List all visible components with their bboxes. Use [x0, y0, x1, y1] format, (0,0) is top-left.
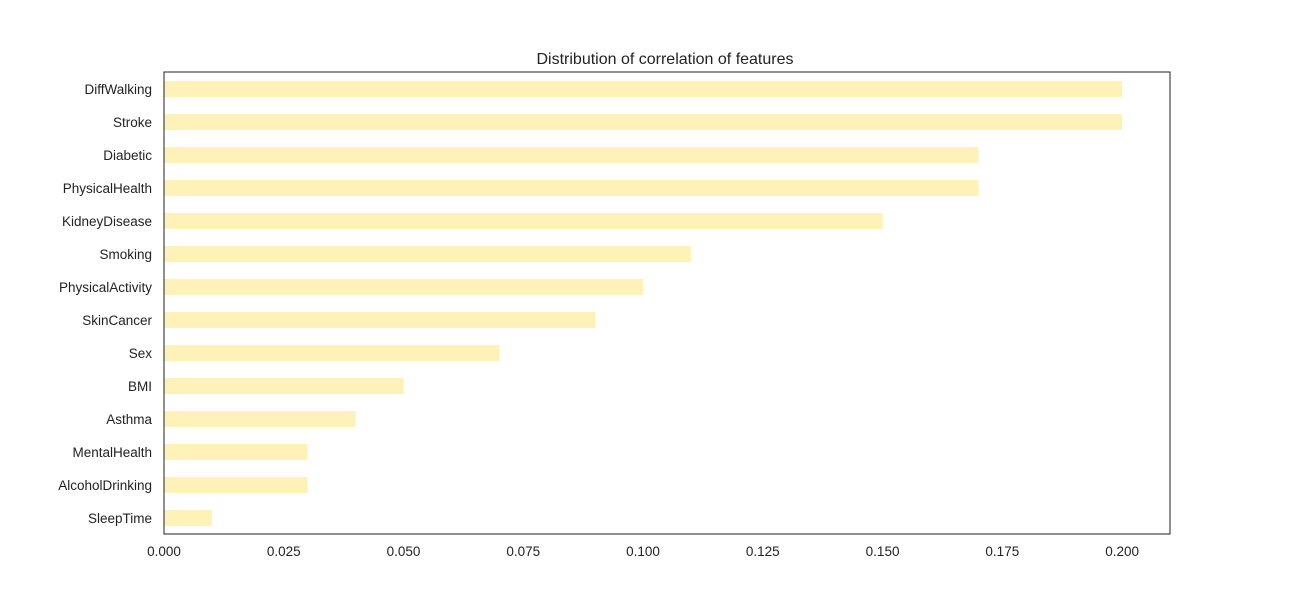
bar-smoking	[164, 246, 691, 262]
category-label-asthma: Asthma	[106, 412, 152, 427]
bar-diffwalking	[164, 81, 1123, 97]
x-tick-label: 0.000	[147, 544, 181, 559]
bar-sex	[164, 345, 500, 361]
category-label-physicalhealth: PhysicalHealth	[63, 181, 152, 196]
category-label-stroke: Stroke	[113, 115, 152, 130]
bar-kidneydisease	[164, 213, 883, 229]
plot-frame	[163, 71, 1171, 535]
bar-physicalhealth	[164, 180, 979, 196]
chart-title: Distribution of correlation of features	[536, 51, 793, 68]
bars-group	[164, 81, 1123, 526]
x-tick-labels: 0.000 0.025 0.050 0.075 0.100 0.125 0.150 0.175…	[147, 544, 1139, 559]
x-tick-label: 0.125	[746, 544, 780, 559]
category-label-alcoholdrinking: AlcoholDrinking	[58, 478, 152, 493]
x-tick-label: 0.100	[626, 544, 660, 559]
x-tick-label: 0.025	[267, 544, 301, 559]
bar-bmi	[164, 378, 404, 394]
category-label-mentalhealth: MentalHealth	[72, 445, 152, 460]
bar-stroke	[164, 114, 1123, 130]
category-label-bmi: BMI	[128, 379, 152, 394]
bar-asthma	[164, 411, 356, 427]
category-label-smoking: Smoking	[99, 247, 152, 262]
category-labels: DiffWalking Stroke Diabetic PhysicalHealth K…	[58, 82, 152, 526]
category-label-sex: Sex	[129, 346, 153, 361]
bar-mentalhealth	[164, 444, 308, 460]
category-label-skincancer: SkinCancer	[82, 313, 152, 328]
bar-skincancer	[164, 312, 596, 328]
x-tick-label: 0.175	[985, 544, 1019, 559]
bar-diabetic	[164, 147, 979, 163]
category-label-kidneydisease: KidneyDisease	[62, 214, 152, 229]
bar-sleeptime	[164, 510, 212, 526]
category-label-diabetic: Diabetic	[103, 148, 152, 163]
x-tick-label: 0.150	[866, 544, 900, 559]
x-tick-label: 0.200	[1105, 544, 1139, 559]
category-label-diffwalking: DiffWalking	[84, 82, 152, 97]
x-tick-label: 0.075	[506, 544, 540, 559]
bar-physicalactivity	[164, 279, 644, 295]
category-label-sleeptime: SleepTime	[88, 511, 152, 526]
x-tick-label: 0.050	[387, 544, 421, 559]
category-label-physicalactivity: PhysicalActivity	[59, 280, 152, 295]
bar-alcoholdrinking	[164, 477, 308, 493]
